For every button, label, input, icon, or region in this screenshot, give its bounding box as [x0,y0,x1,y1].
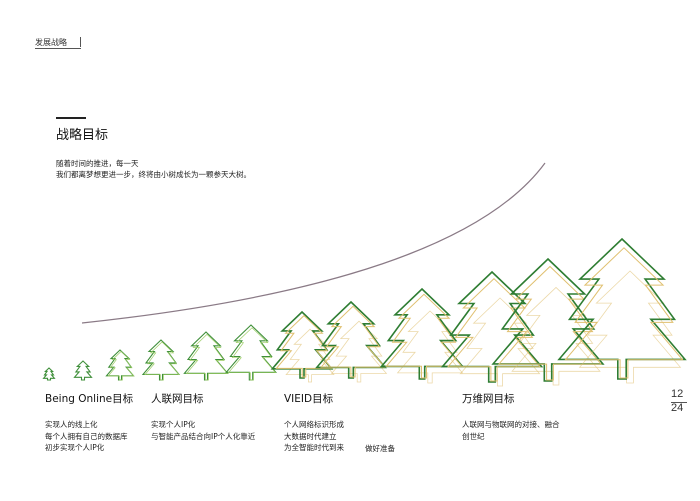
stage-3-desc-line: 个人网络标识形成 [284,420,344,429]
stage-1-desc-line: 实现人的线上化 [45,420,98,429]
stage-2-desc-line: 与智能产品结合向IP个人化靠近 [151,431,256,441]
tree-inner-outline [320,305,386,378]
tree-inner-outline [275,314,333,378]
tree-inner-outline [497,265,603,381]
stage-4-desc-line: 人联网与物联网的对接、融合 [462,420,560,429]
tree-icon [379,287,465,380]
tree-shadow [578,270,682,384]
stage-1-desc-line: 每个人拥有自己的数据库 [45,431,128,441]
tree-icon [440,270,544,383]
section-header: 发展战略 [35,38,67,47]
tree-inner-outline [185,333,229,381]
tree-icon [225,324,277,381]
tree-icon [42,367,56,381]
tree-group [42,237,687,387]
stage-1-desc-line: 初步实现个人IP化 [45,443,105,452]
stage-3-desc-line: 为全智能时代到来 [284,443,344,452]
tree-icon [491,257,605,382]
page-number-current: 12 [671,388,684,400]
tree-shadow [285,328,335,383]
header-underline [35,48,81,49]
stage-2-desc: 实现个人IP化 与智能产品结合向IP个人化靠近 [151,419,255,442]
stage-4-title: 万维网目标 [462,393,515,405]
stage-1-desc: 实现人的线上化 每个人拥有自己的数据库 初步实现个人IP化 [45,419,128,454]
stage-2-desc-line: 实现个人IP化 [151,420,196,429]
stage-4-desc: 人联网与物联网的对接、融合 创世纪 [462,419,560,442]
tree-icon [557,237,687,380]
subtitle-line-2: 我们都离梦想更进一步，终将由小树成长为一颗参天大树。 [56,170,251,179]
subtitle: 随着时间的推进，每一天 我们都离梦想更进一步，终将由小树成长为一颗参天大树。 [56,158,251,180]
stage-3-desc: 个人网络标识形成 大数据时代建立 为全智能时代到来 [284,419,344,454]
stage-1-title: Being Online目标 [45,393,134,405]
tree-shadow [330,320,388,383]
subtitle-line-1: 随着时间的推进，每一天 [56,159,139,168]
growth-curve [81,162,546,324]
title-accent-bar [56,117,86,119]
header-divider [80,37,81,47]
extra-note: 做好准备 [365,444,395,453]
tree-inner-outline [107,351,135,381]
tree-inner-outline [227,327,277,381]
page-number-divider [671,402,687,403]
stage-3-desc-line: 大数据时代建立 [284,431,337,441]
tree-inner-outline [144,341,180,381]
tree-icon [73,360,93,381]
stage-2-title: 人联网目标 [151,393,204,405]
tree-shadow [459,297,541,387]
tree-inner-outline [564,247,684,379]
tree-inner-outline [385,293,463,379]
stage-3-title: VIEID目标 [284,393,334,405]
tree-inner-outline [446,278,542,382]
page-title: 战略目标 [56,128,109,143]
tree-icon [315,300,387,379]
stage-4-desc-line: 创世纪 [462,431,485,441]
tree-shadow [511,286,601,386]
page-number-total: 24 [671,402,684,414]
